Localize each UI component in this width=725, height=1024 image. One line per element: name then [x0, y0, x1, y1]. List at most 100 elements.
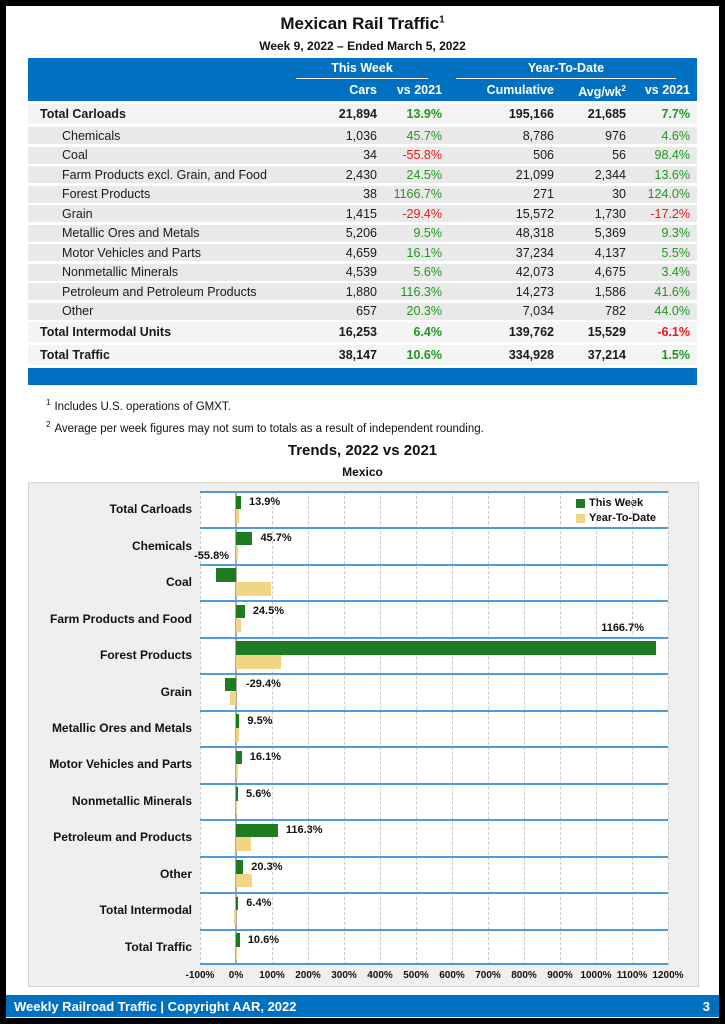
column-header-cars-vs2021: vs 2021: [396, 83, 442, 98]
chart-category-label: Petroleum and Products: [53, 830, 192, 845]
row-label: Other: [62, 304, 94, 318]
row-label: Forest Products: [62, 187, 151, 201]
footnote-line: 1 Includes U.S. operations of GMXT.: [46, 398, 484, 413]
chart-category-label: Farm Products and Food: [49, 611, 192, 626]
avg-wk-value: 976: [605, 128, 626, 143]
footnote-marker: 2: [46, 419, 51, 429]
group-header-year-to-date: Year-To-Date: [442, 60, 690, 79]
table-bottom-divider: [28, 368, 697, 385]
x-axis-tick-label: 1100%: [616, 970, 648, 981]
chart-category-label: Total Carloads: [109, 502, 192, 517]
row-label: Total Intermodal Units: [40, 325, 172, 339]
cumulative-value: 195,166: [508, 107, 554, 121]
cars-vs2021-value: 13.9%: [406, 107, 442, 121]
gridline: [272, 491, 273, 965]
chart-subtitle: Mexico: [342, 465, 383, 479]
x-axis-tick-label: 200%: [295, 970, 321, 981]
ytd-vs2021-value: 9.3%: [661, 226, 691, 240]
year-to-date-bar: [236, 545, 238, 560]
year-to-date-bar: [236, 509, 239, 523]
cumulative-value: 334,928: [508, 348, 554, 362]
cumulative-value: 506: [533, 148, 554, 162]
cumulative-value: 139,762: [508, 325, 554, 339]
year-to-date-swatch-icon: [575, 514, 585, 523]
ytd-vs2021-value: 13.6%: [654, 167, 690, 182]
chart-category-label: Metallic Ores and Metals: [51, 720, 192, 735]
row-label: Total Carloads: [40, 107, 126, 121]
table-row: Total Traffic 38,147 10.6% 334,928 37,214 1.5…: [28, 345, 697, 365]
gridline: [416, 491, 417, 965]
cumulative-value: 15,572: [515, 206, 554, 221]
avg-wk-value: 4,675: [594, 265, 626, 279]
this-week-bar: [236, 823, 278, 838]
year-to-date-bar: [236, 582, 272, 596]
table-row: Chemicals 1,036 45.7% 8,786 976 4.6%: [28, 127, 697, 144]
row-label: Farm Products excl. Grain, and Food: [62, 167, 267, 182]
this-week-bar: [236, 641, 656, 655]
cars-vs2021-value: -55.8%: [402, 148, 442, 162]
cars-value: 38,147: [338, 348, 377, 362]
row-separator-line: [200, 892, 668, 895]
table-column-header-row: Cars vs 2021 Cumulative Avg/wk2 vs 2021: [28, 79, 690, 99]
trends-bar-chart: This Week Year-To-Date 13.9% 45.7% -55.8% 2…: [28, 482, 699, 987]
cars-vs2021-value: 6.4%: [413, 325, 443, 339]
cumulative-value: 48,318: [515, 226, 554, 240]
bar-value-label: 24.5%: [252, 605, 285, 618]
row-separator-line: [200, 819, 668, 822]
cars-value: 4,539: [345, 265, 377, 279]
cars-value: 657: [356, 304, 377, 318]
cars-vs2021-value: 5.6%: [413, 265, 443, 279]
chart-category-label: Total Intermodal: [99, 903, 192, 918]
row-separator-line: [200, 673, 668, 676]
cars-value: 16,253: [338, 325, 377, 339]
this-week-bar: [236, 896, 239, 911]
table-row: Farm Products excl. Grain, and Food 2,430…: [28, 166, 697, 183]
cars-vs2021-value: 1166.7%: [393, 187, 442, 201]
table-row: Other 657 20.3% 7,034 782 44.0%: [28, 302, 697, 320]
this-week-bar: [236, 860, 244, 874]
avg-wk-value: 37,214: [587, 348, 626, 362]
avg-wk-value: 1,586: [594, 284, 626, 299]
column-header-cars: Cars: [349, 83, 377, 98]
chart-category-label: Total Traffic: [124, 939, 192, 954]
bar-value-label: 5.6%: [246, 787, 272, 800]
table-row: Coal 34 -55.8% 506 56 98.4%: [28, 146, 697, 164]
avg-wk-value: 1,730: [594, 206, 626, 221]
row-label: Nonmetallic Minerals: [62, 265, 179, 279]
avg-wk-value: 30: [612, 187, 626, 201]
ytd-vs2021-value: 7.7%: [661, 107, 691, 121]
avg-wk-value: 4,137: [594, 245, 626, 260]
row-label: Total Traffic: [40, 348, 110, 362]
cumulative-value: 271: [533, 187, 554, 201]
avg-wk-value: 782: [605, 304, 626, 318]
gridline: [344, 491, 345, 965]
legend-item-year-to-date: Year-To-Date: [575, 511, 656, 526]
avg-wk-value: 56: [612, 148, 626, 162]
x-axis-tick-label: 300%: [331, 970, 357, 981]
cumulative-value: 37,234: [515, 245, 554, 260]
year-to-date-bar: [236, 618, 241, 633]
cars-vs2021-value: 9.5%: [413, 226, 443, 240]
row-separator-line: [200, 563, 668, 566]
bar-value-label: -29.4%: [246, 678, 281, 691]
table-row: Petroleum and Petroleum Products 1,880 116…: [28, 283, 697, 300]
cars-vs2021-value: 10.6%: [406, 348, 442, 362]
year-to-date-bar: [233, 910, 236, 924]
bar-value-label: 116.3%: [285, 824, 323, 837]
row-label: Metallic Ores and Metals: [62, 226, 200, 240]
footnote-text: Includes U.S. operations of GMXT.: [54, 400, 231, 413]
chart-legend: This Week Year-To-Date: [575, 496, 656, 526]
ytd-vs2021-value: 124.0%: [647, 187, 690, 201]
cumulative-value: 21,099: [515, 167, 554, 182]
row-separator-line: [200, 491, 668, 493]
cumulative-value: 14,273: [515, 284, 554, 299]
column-header-cumulative: Cumulative: [486, 83, 554, 98]
avg-wk-value: 15,529: [587, 325, 626, 339]
chart-category-label: Motor Vehicles and Parts: [49, 757, 192, 772]
row-separator-line: [200, 746, 668, 749]
row-separator-line: [200, 928, 668, 931]
bar-value-label: -55.8%: [194, 549, 229, 562]
column-header-avg-wk: Avg/wk2: [554, 79, 626, 102]
x-axis-tick-label: 500%: [403, 970, 429, 981]
gridline: [632, 491, 633, 965]
